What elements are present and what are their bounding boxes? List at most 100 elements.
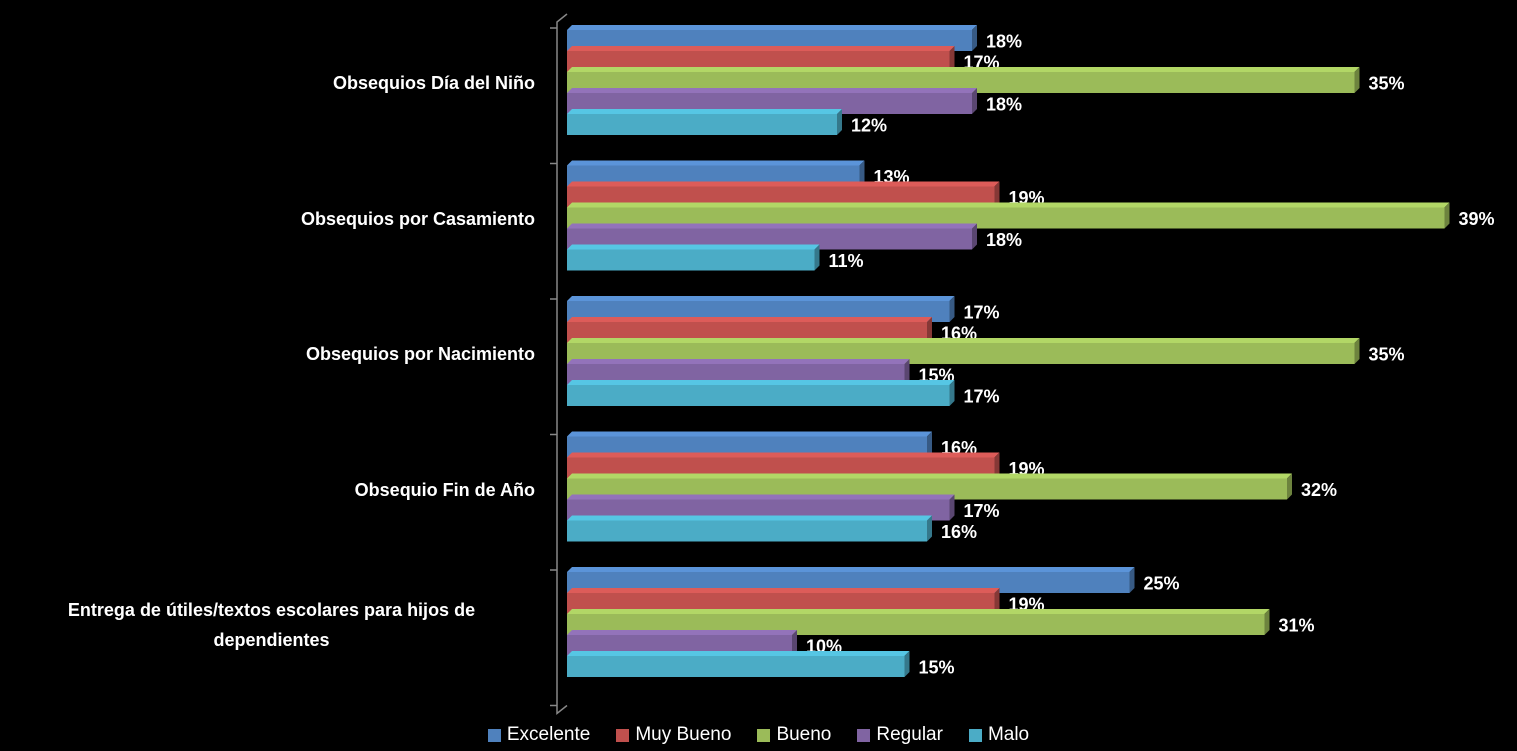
legend-label: Excelente [506, 724, 591, 745]
bar-side [972, 88, 977, 114]
legend-swatch [968, 728, 982, 742]
bar-top [567, 46, 955, 51]
bar [567, 207, 1445, 229]
bar [567, 385, 950, 406]
bar-side [994, 181, 1000, 208]
bar-top [567, 67, 1360, 72]
bar [567, 249, 815, 271]
bar [567, 478, 1287, 500]
bar-side [1444, 202, 1450, 229]
bar-side [904, 359, 910, 385]
bar-side [1354, 67, 1360, 93]
category-label-box: Obsequios por Casamiento [8, 169, 535, 269]
bar-side [927, 317, 932, 343]
bar [567, 593, 995, 614]
bar-top [567, 494, 955, 500]
data-label: 18% [986, 94, 1022, 114]
bar-side [904, 651, 910, 677]
legend-item: Regular [857, 724, 943, 746]
bar-side [927, 431, 932, 458]
data-label: 18% [986, 230, 1022, 250]
bar-top [567, 181, 1000, 187]
bar [567, 343, 1355, 364]
bar-side [859, 160, 865, 187]
bar-side [949, 494, 955, 521]
data-label: 18% [986, 31, 1022, 51]
bar-side [837, 109, 842, 135]
bar-top [567, 380, 955, 385]
bar-side [1287, 473, 1292, 500]
bar [567, 635, 792, 656]
legend-label: Bueno [776, 724, 832, 745]
bar-side [1129, 567, 1135, 593]
bar [567, 499, 950, 521]
bar-side [972, 25, 977, 51]
bar [567, 228, 972, 250]
bar-top [567, 567, 1135, 572]
bar-top [567, 317, 932, 322]
legend-label: Muy Bueno [635, 724, 732, 745]
legend-label: Malo [987, 724, 1030, 745]
bar-top [567, 473, 1292, 479]
bar-top [567, 160, 865, 166]
y-tick-label: Obsequios por Casamiento [300, 208, 535, 229]
bar [567, 322, 927, 343]
category-label-box: Obsequio Fin de Año [8, 440, 535, 540]
bar-top [567, 338, 1360, 343]
data-label: 12% [851, 115, 887, 135]
bar-side [972, 223, 977, 250]
legend-item: Bueno [757, 724, 831, 746]
bar-top [567, 109, 842, 114]
bar-side [949, 296, 955, 322]
bar [567, 436, 927, 458]
bar-side [1264, 609, 1270, 635]
bar [567, 656, 905, 677]
bar [567, 301, 950, 322]
bar-top [567, 244, 820, 250]
legend-item: Excelente [487, 724, 591, 746]
bar-top [567, 588, 1000, 593]
bar-side [1354, 338, 1360, 364]
bar [567, 30, 972, 51]
bar-top [567, 223, 977, 229]
data-label: 16% [941, 522, 977, 542]
data-label: 31% [1279, 615, 1315, 635]
axis-line [556, 13, 568, 716]
bar-top [567, 25, 977, 30]
bar-side [792, 630, 797, 656]
data-label: 35% [1369, 73, 1405, 93]
bar [567, 51, 950, 72]
data-label: 17% [964, 302, 1000, 322]
bar-side [994, 588, 1000, 614]
bar-side [994, 452, 1000, 479]
y-tick-label: Obsequios por Nacimiento [305, 344, 535, 364]
bar-side [949, 46, 955, 72]
category-label-box: Obsequios Día del Niño [8, 33, 535, 133]
bar [567, 114, 837, 135]
bar [567, 457, 995, 479]
legend-swatch [487, 728, 501, 742]
bar-top [567, 651, 910, 656]
data-label: 17% [964, 386, 1000, 406]
data-label: 25% [1144, 573, 1180, 593]
bar-top [567, 202, 1450, 208]
data-label: 39% [1459, 209, 1495, 229]
data-label: 32% [1301, 480, 1337, 500]
legend-swatch [616, 728, 630, 742]
data-label: 35% [1369, 344, 1405, 364]
bar [567, 614, 1265, 635]
data-label: 15% [919, 657, 955, 677]
bar-top [567, 359, 910, 364]
data-label: 11% [829, 251, 864, 271]
legend-label: Regular [876, 724, 943, 745]
bar-top [567, 296, 955, 301]
legend-item: Malo [968, 724, 1030, 746]
category-label-box: Entrega de útiles/textos escolares para … [8, 575, 535, 675]
legend: Excelente Muy Bueno Bueno Regular Malo [0, 724, 1517, 746]
category-label-box: Obsequios por Nacimiento [8, 304, 535, 404]
y-tick-label: Obsequio Fin de Año [354, 479, 535, 500]
bar [567, 572, 1130, 593]
bar [567, 364, 905, 385]
